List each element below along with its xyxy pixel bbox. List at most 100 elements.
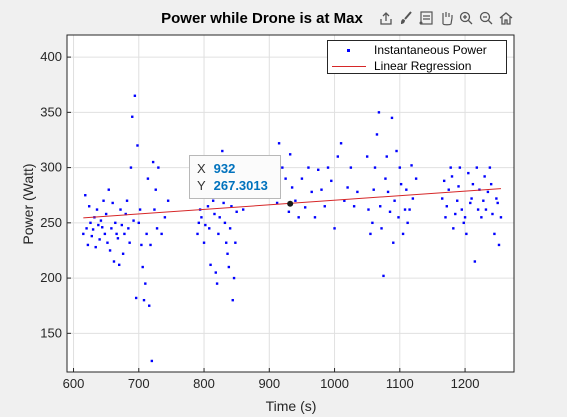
data-point — [476, 208, 480, 211]
data-point — [445, 205, 448, 208]
data-point — [98, 238, 101, 241]
grid — [67, 35, 514, 372]
data-point — [469, 201, 472, 205]
y-tick-label: 400 — [40, 49, 62, 64]
data-point — [372, 188, 375, 191]
data-point — [297, 216, 300, 219]
data-point — [107, 188, 110, 191]
pan-icon[interactable] — [437, 9, 455, 27]
data-point — [134, 296, 138, 300]
data-point — [317, 168, 320, 171]
data-point — [214, 271, 217, 274]
datatip-marker[interactable] — [287, 200, 294, 207]
data-point — [290, 186, 294, 189]
data-point — [300, 177, 304, 180]
zoom-in-icon[interactable] — [457, 9, 475, 27]
data-point — [367, 208, 370, 211]
data-point — [399, 182, 403, 186]
data-point — [346, 186, 349, 189]
data-point — [371, 221, 374, 225]
x-tick-label: 600 — [63, 376, 85, 391]
data-point — [137, 221, 140, 225]
home-icon[interactable] — [497, 9, 515, 27]
data-point — [94, 245, 97, 249]
data-point — [303, 206, 307, 209]
legend-marker-points — [328, 42, 368, 58]
datatip-icon[interactable] — [417, 9, 435, 27]
legend-line-regression — [328, 58, 368, 74]
data-point — [136, 144, 139, 147]
data-point — [133, 94, 137, 97]
data-point — [84, 194, 87, 197]
axes-toolbar — [377, 8, 515, 28]
data-point — [486, 190, 490, 194]
data-point — [499, 216, 503, 219]
data-point — [333, 227, 336, 230]
data-point — [326, 166, 330, 169]
x-axis-label: Time (s) — [266, 398, 317, 414]
data-point — [475, 166, 479, 169]
data-point — [310, 190, 313, 194]
data-point — [127, 227, 130, 230]
data-point — [488, 166, 492, 169]
data-point — [103, 232, 107, 236]
data-point — [497, 243, 501, 247]
data-point — [489, 182, 493, 186]
x-tick-label: 1200 — [451, 376, 480, 391]
data-point — [450, 175, 454, 178]
data-point — [145, 232, 148, 236]
data-point — [408, 208, 411, 211]
data-point — [163, 216, 167, 219]
data-point — [235, 210, 238, 213]
data-point — [495, 197, 498, 200]
data-point — [444, 216, 447, 219]
data-point — [288, 153, 292, 156]
data-point — [442, 179, 446, 183]
zoom-out-icon[interactable] — [477, 9, 495, 27]
data-point — [320, 188, 323, 191]
datatip-x-label: X — [197, 161, 206, 176]
data-point — [406, 221, 409, 225]
legend[interactable]: Instantaneous Power Linear Regression — [327, 40, 507, 74]
data-point — [99, 219, 103, 222]
data-point — [141, 265, 144, 269]
data-point — [277, 142, 281, 145]
datatip[interactable]: X 932 Y 267.3013 — [189, 155, 281, 199]
data-point — [493, 232, 496, 236]
data-point — [398, 166, 402, 169]
data-point — [86, 243, 90, 247]
data-point — [449, 166, 452, 169]
data-point — [222, 201, 225, 205]
data-point — [384, 177, 387, 180]
data-point — [85, 227, 88, 230]
legend-item-regression: Linear Regression — [328, 58, 471, 74]
data-point — [231, 298, 234, 302]
data-point — [373, 166, 377, 169]
data-point — [375, 133, 379, 136]
data-point — [227, 265, 231, 269]
export-icon[interactable] — [377, 9, 395, 27]
datatip-x-row: X 932 — [197, 160, 280, 177]
data-point — [456, 199, 459, 202]
data-point — [125, 199, 129, 202]
data-point — [480, 216, 483, 219]
data-point — [102, 199, 105, 202]
data-point — [221, 149, 224, 153]
data-point — [386, 190, 390, 194]
chart-title: Power while Drone is at Max — [161, 10, 363, 27]
brush-icon[interactable] — [397, 9, 415, 27]
data-point — [106, 241, 109, 244]
data-point — [111, 201, 114, 205]
data-point — [377, 111, 381, 114]
axis-ticks: 600 700 800 900 1000 1100 1200 150 200 250 300 350 4… — [40, 49, 479, 391]
data-point — [460, 208, 463, 211]
data-point — [352, 205, 356, 208]
data-point — [393, 199, 396, 202]
data-point — [218, 216, 221, 219]
data-point — [138, 208, 142, 211]
data-point — [213, 212, 216, 216]
data-point — [131, 115, 134, 118]
x-tick-label: 700 — [128, 376, 150, 391]
data-point — [150, 359, 154, 363]
data-point — [447, 188, 450, 191]
